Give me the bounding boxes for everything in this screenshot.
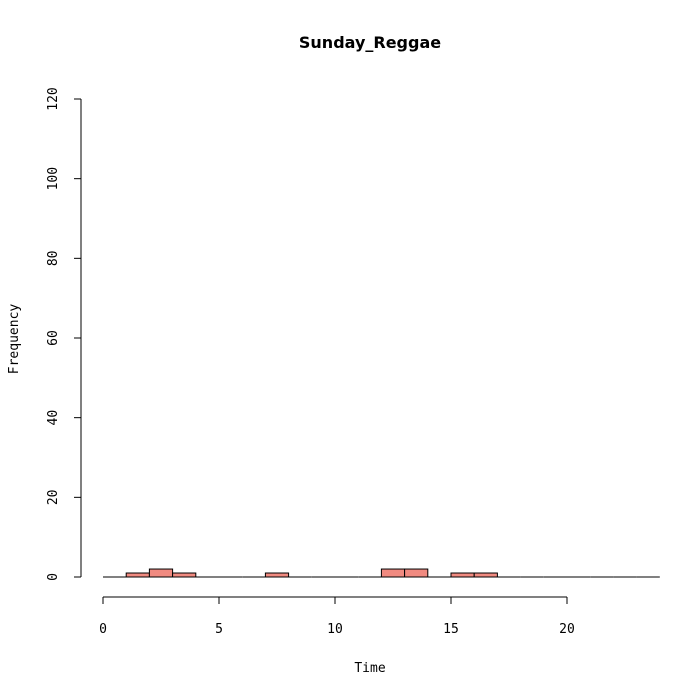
histogram-bar bbox=[172, 572, 197, 578]
histogram-bar bbox=[380, 568, 406, 578]
chart-title: Sunday_Reggae bbox=[299, 33, 441, 52]
x-tick-label: 15 bbox=[443, 622, 459, 637]
y-tick-label: 40 bbox=[46, 410, 61, 426]
histogram-bar bbox=[125, 572, 150, 578]
y-tick-label: 120 bbox=[46, 87, 61, 110]
histogram-bar bbox=[264, 572, 290, 578]
y-tick-label: 100 bbox=[46, 167, 61, 190]
x-tick-label: 10 bbox=[327, 622, 343, 637]
x-tick-label: 0 bbox=[99, 622, 107, 637]
y-axis-label: Frequency bbox=[7, 304, 22, 375]
x-axis: 0 5 10 15 20 bbox=[99, 596, 575, 637]
y-tick-label: 60 bbox=[46, 330, 61, 346]
histogram-bar bbox=[148, 568, 174, 578]
x-tick-label: 5 bbox=[215, 622, 223, 637]
x-axis-label: Time bbox=[354, 661, 385, 676]
y-tick-label: 80 bbox=[46, 251, 61, 267]
x-tick-label: 20 bbox=[559, 622, 575, 637]
y-axis: 0 20 40 60 80 100 120 bbox=[46, 87, 82, 581]
histogram-bar bbox=[473, 572, 498, 578]
bars-group bbox=[103, 568, 660, 578]
y-tick-label: 0 bbox=[46, 573, 61, 581]
y-tick-label: 20 bbox=[46, 490, 61, 506]
histogram-bar bbox=[404, 568, 429, 578]
histogram-bar bbox=[450, 572, 475, 578]
